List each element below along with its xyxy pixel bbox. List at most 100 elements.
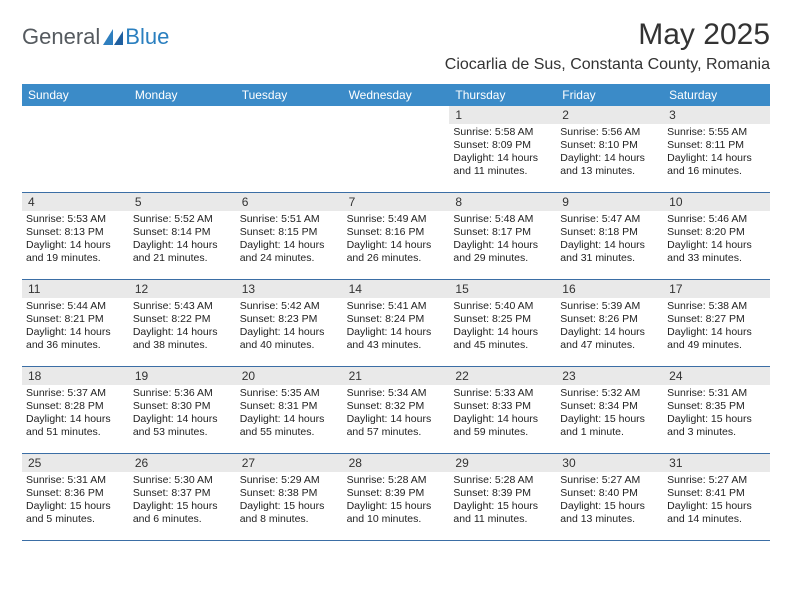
sunset-text: Sunset: 8:13 PM: [26, 226, 125, 239]
day-cell: 20Sunrise: 5:35 AMSunset: 8:31 PMDayligh…: [236, 367, 343, 453]
sunrise-text: Sunrise: 5:35 AM: [240, 387, 339, 400]
sunrise-text: Sunrise: 5:52 AM: [133, 213, 232, 226]
sunset-text: Sunset: 8:25 PM: [453, 313, 552, 326]
daylight-text: Daylight: 14 hours and 40 minutes.: [240, 326, 339, 352]
day-number: 17: [663, 280, 770, 298]
day-cell: 11Sunrise: 5:44 AMSunset: 8:21 PMDayligh…: [22, 280, 129, 366]
daylight-text: Daylight: 14 hours and 51 minutes.: [26, 413, 125, 439]
sunrise-text: Sunrise: 5:38 AM: [667, 300, 766, 313]
weekday-header: Monday: [129, 84, 236, 106]
day-number: 14: [343, 280, 450, 298]
week-row: 1Sunrise: 5:58 AMSunset: 8:09 PMDaylight…: [22, 106, 770, 193]
sunset-text: Sunset: 8:09 PM: [453, 139, 552, 152]
sunrise-text: Sunrise: 5:34 AM: [347, 387, 446, 400]
day-number: 1: [449, 106, 556, 124]
sunset-text: Sunset: 8:24 PM: [347, 313, 446, 326]
weekday-header-row: Sunday Monday Tuesday Wednesday Thursday…: [22, 84, 770, 106]
daylight-text: Daylight: 14 hours and 59 minutes.: [453, 413, 552, 439]
sunset-text: Sunset: 8:16 PM: [347, 226, 446, 239]
daylight-text: Daylight: 14 hours and 43 minutes.: [347, 326, 446, 352]
sunrise-text: Sunrise: 5:32 AM: [560, 387, 659, 400]
day-number: 15: [449, 280, 556, 298]
sunset-text: Sunset: 8:33 PM: [453, 400, 552, 413]
sunrise-text: Sunrise: 5:42 AM: [240, 300, 339, 313]
day-number: 26: [129, 454, 236, 472]
day-number: 7: [343, 193, 450, 211]
sunset-text: Sunset: 8:20 PM: [667, 226, 766, 239]
day-number: 20: [236, 367, 343, 385]
sunrise-text: Sunrise: 5:48 AM: [453, 213, 552, 226]
calendar-grid: Sunday Monday Tuesday Wednesday Thursday…: [22, 84, 770, 541]
daylight-text: Daylight: 15 hours and 11 minutes.: [453, 500, 552, 526]
day-cell: 3Sunrise: 5:55 AMSunset: 8:11 PMDaylight…: [663, 106, 770, 192]
sunset-text: Sunset: 8:11 PM: [667, 139, 766, 152]
day-cell: 31Sunrise: 5:27 AMSunset: 8:41 PMDayligh…: [663, 454, 770, 540]
weekday-header: Sunday: [22, 84, 129, 106]
daylight-text: Daylight: 14 hours and 26 minutes.: [347, 239, 446, 265]
day-number: 2: [556, 106, 663, 124]
sunset-text: Sunset: 8:30 PM: [133, 400, 232, 413]
daylight-text: Daylight: 14 hours and 29 minutes.: [453, 239, 552, 265]
day-cell: 13Sunrise: 5:42 AMSunset: 8:23 PMDayligh…: [236, 280, 343, 366]
sunset-text: Sunset: 8:14 PM: [133, 226, 232, 239]
day-cell: 17Sunrise: 5:38 AMSunset: 8:27 PMDayligh…: [663, 280, 770, 366]
sunset-text: Sunset: 8:15 PM: [240, 226, 339, 239]
day-cell: 19Sunrise: 5:36 AMSunset: 8:30 PMDayligh…: [129, 367, 236, 453]
day-cell: [129, 106, 236, 192]
daylight-text: Daylight: 14 hours and 47 minutes.: [560, 326, 659, 352]
sunset-text: Sunset: 8:32 PM: [347, 400, 446, 413]
day-cell: 25Sunrise: 5:31 AMSunset: 8:36 PMDayligh…: [22, 454, 129, 540]
daylight-text: Daylight: 14 hours and 11 minutes.: [453, 152, 552, 178]
sunrise-text: Sunrise: 5:31 AM: [667, 387, 766, 400]
day-number: 21: [343, 367, 450, 385]
day-number: 9: [556, 193, 663, 211]
sunrise-text: Sunrise: 5:43 AM: [133, 300, 232, 313]
day-cell: 2Sunrise: 5:56 AMSunset: 8:10 PMDaylight…: [556, 106, 663, 192]
sunset-text: Sunset: 8:39 PM: [453, 487, 552, 500]
day-cell: 1Sunrise: 5:58 AMSunset: 8:09 PMDaylight…: [449, 106, 556, 192]
brand-logo: General Blue: [22, 18, 169, 50]
sunrise-text: Sunrise: 5:28 AM: [453, 474, 552, 487]
brand-text-1: General: [22, 24, 100, 50]
day-cell: 16Sunrise: 5:39 AMSunset: 8:26 PMDayligh…: [556, 280, 663, 366]
day-cell: 6Sunrise: 5:51 AMSunset: 8:15 PMDaylight…: [236, 193, 343, 279]
daylight-text: Daylight: 15 hours and 13 minutes.: [560, 500, 659, 526]
day-cell: 24Sunrise: 5:31 AMSunset: 8:35 PMDayligh…: [663, 367, 770, 453]
weekday-header: Saturday: [663, 84, 770, 106]
sunset-text: Sunset: 8:22 PM: [133, 313, 232, 326]
day-number: 27: [236, 454, 343, 472]
sunrise-text: Sunrise: 5:37 AM: [26, 387, 125, 400]
brand-text-2: Blue: [125, 24, 169, 50]
sunset-text: Sunset: 8:36 PM: [26, 487, 125, 500]
day-number: 28: [343, 454, 450, 472]
sunset-text: Sunset: 8:21 PM: [26, 313, 125, 326]
daylight-text: Daylight: 14 hours and 38 minutes.: [133, 326, 232, 352]
day-cell: 28Sunrise: 5:28 AMSunset: 8:39 PMDayligh…: [343, 454, 450, 540]
location-text: Ciocarlia de Sus, Constanta County, Roma…: [445, 56, 770, 74]
day-cell: 21Sunrise: 5:34 AMSunset: 8:32 PMDayligh…: [343, 367, 450, 453]
sunrise-text: Sunrise: 5:27 AM: [560, 474, 659, 487]
sunrise-text: Sunrise: 5:27 AM: [667, 474, 766, 487]
title-block: May 2025 Ciocarlia de Sus, Constanta Cou…: [445, 18, 770, 74]
sunrise-text: Sunrise: 5:36 AM: [133, 387, 232, 400]
sunrise-text: Sunrise: 5:29 AM: [240, 474, 339, 487]
day-cell: 23Sunrise: 5:32 AMSunset: 8:34 PMDayligh…: [556, 367, 663, 453]
day-number: 19: [129, 367, 236, 385]
day-number: 30: [556, 454, 663, 472]
daylight-text: Daylight: 14 hours and 31 minutes.: [560, 239, 659, 265]
sunset-text: Sunset: 8:38 PM: [240, 487, 339, 500]
day-number: 13: [236, 280, 343, 298]
sunset-text: Sunset: 8:34 PM: [560, 400, 659, 413]
day-number: 16: [556, 280, 663, 298]
month-title: May 2025: [445, 18, 770, 52]
sunset-text: Sunset: 8:31 PM: [240, 400, 339, 413]
sunset-text: Sunset: 8:37 PM: [133, 487, 232, 500]
day-number: 31: [663, 454, 770, 472]
daylight-text: Daylight: 14 hours and 49 minutes.: [667, 326, 766, 352]
week-row: 25Sunrise: 5:31 AMSunset: 8:36 PMDayligh…: [22, 454, 770, 541]
sunset-text: Sunset: 8:39 PM: [347, 487, 446, 500]
week-row: 11Sunrise: 5:44 AMSunset: 8:21 PMDayligh…: [22, 280, 770, 367]
sunset-text: Sunset: 8:17 PM: [453, 226, 552, 239]
weekday-header: Thursday: [449, 84, 556, 106]
day-cell: 22Sunrise: 5:33 AMSunset: 8:33 PMDayligh…: [449, 367, 556, 453]
